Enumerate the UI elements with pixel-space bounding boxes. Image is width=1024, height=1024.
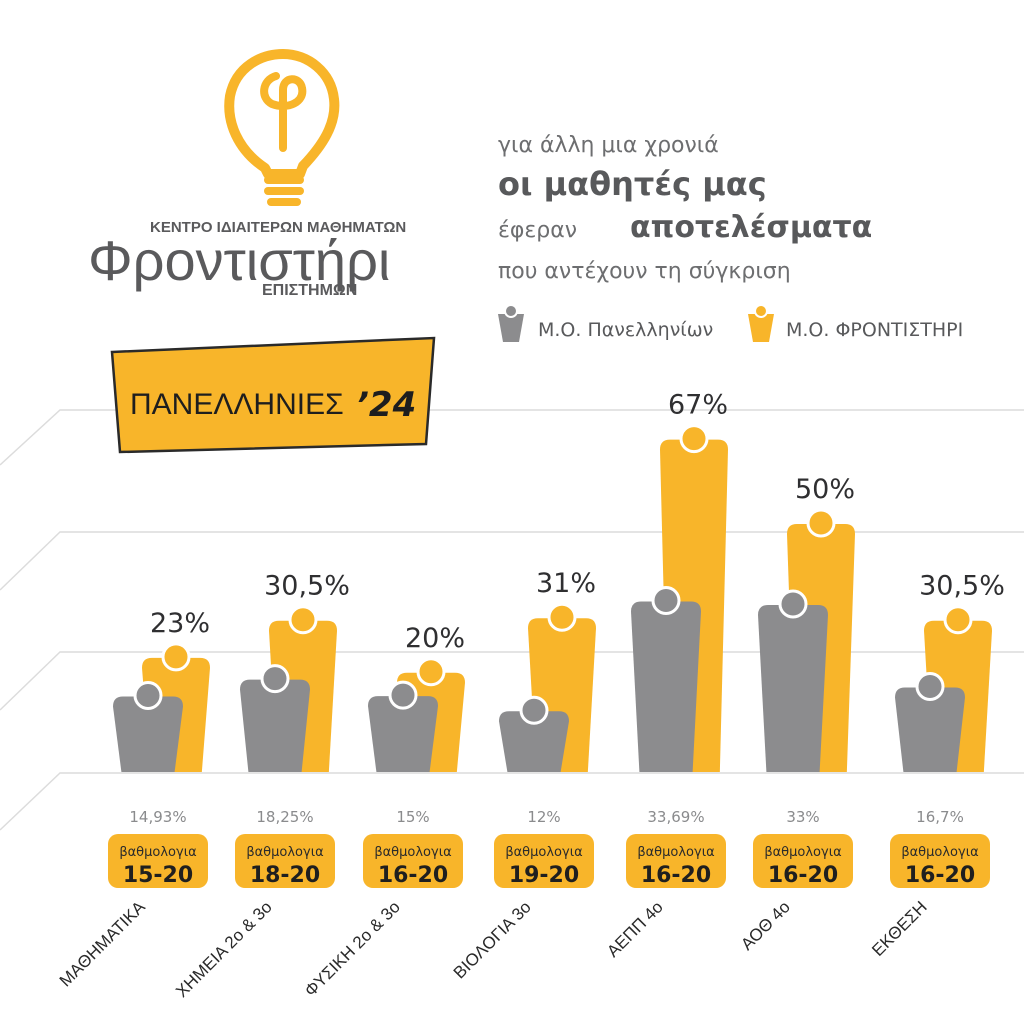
logo-bottom-line: ΕΠΙΣΤΗΜΩΝ [262,282,357,299]
legend-school-label: Μ.Ο. ΦΡΟΝΤΙΣΤΗΡΙ [786,319,963,341]
school-value-label-1: 30,5% [264,571,350,602]
national-bar-0-body [113,696,183,772]
national-bar-5-head [778,589,808,619]
tagline-line-3a: έφεραν [498,218,577,243]
national-bar-3 [499,695,569,772]
tagline-line-2: οι μαθητές μας [498,165,767,203]
tagline: για άλλη μια χρονιά οι μαθητές μας έφερα… [498,133,872,284]
grade-range-6: 16-20 [905,863,975,888]
subject-label-2: ΦΥΣΙΚΗ 2ο & 3ο [301,897,404,1000]
grade-label-6: βαθμολογια [901,845,978,860]
national-bar-4-body [631,601,701,772]
national-value-label-4: 33,69% [647,808,704,826]
grade-range-4: 16-20 [641,863,711,888]
grade-range-3: 19-20 [509,863,579,888]
tagline-line-3b: αποτελέσματα [630,210,872,245]
subject-label-6: ΕΚΘΕΣΗ [868,897,931,960]
school-value-label-4: 67% [668,390,728,421]
school-bar-4-head [679,424,709,454]
national-value-label-1: 18,25% [256,808,313,826]
legend: Μ.Ο. Πανελληνίων Μ.Ο. ΦΡΟΝΤΙΣΤΗΡΙ [498,304,963,342]
grade-label-3: βαθμολογια [505,845,582,860]
school-value-label-5: 50% [795,474,855,505]
grade-pill-6 [890,834,990,888]
subject-label-4: ΑΕΠΠ 4ο [603,897,667,961]
logo: ΚΕΝΤΡΟ ΙΔΙΑΙΤΕΡΩΝ ΜΑΘΗΜΑΤΩΝ Φροντιστήρι … [88,49,406,299]
national-bar-6-head [915,672,945,702]
national-bar-0-head [133,680,163,710]
grade-label-1: βαθμολογια [246,845,323,860]
school-value-label-2: 20% [405,623,465,654]
grade-pill-1 [235,834,335,888]
tagline-line-4: που αντέχουν τη σύγκριση [498,259,791,284]
subject-label-3: ΒΙΟΛΟΓΙΑ 3ο [450,897,535,982]
grade-pill-2 [363,834,463,888]
legend-person-icon-grey [498,304,524,342]
grade-label-5: βαθμολογια [764,845,841,860]
badge-year: ’24 [356,385,416,425]
subject-label-5: ΑΟΘ 4ο [737,897,794,954]
tagline-line-1: για άλλη μια χρονιά [498,133,719,158]
national-bar-4-head [651,586,681,616]
grade-label-4: βαθμολογια [637,845,714,860]
logo-name: Φροντιστήρι [88,229,390,292]
logo-top-line: ΚΕΝΤΡΟ ΙΔΙΑΙΤΕΡΩΝ ΜΑΘΗΜΑΤΩΝ [150,219,406,236]
national-bar-5 [758,589,828,772]
national-bar-6-body [895,687,965,772]
national-bar-6 [895,672,965,772]
grade-pill-3 [494,834,594,888]
subject-label-0: ΜΑΘΗΜΑΤΙΚΑ [56,897,150,991]
grade-range-5: 16-20 [768,863,838,888]
bar-chart: 23% 14,93% βαθμολογια 15-20 ΜΑΘΗΜΑΤΙΚΑ 30,5% 1… [56,390,1005,1001]
grade-label-0: βαθμολογια [119,845,196,860]
national-bar-1-head [260,664,290,694]
school-bar-2-head [416,657,446,687]
grade-pill-0 [108,834,208,888]
school-value-label-0: 23% [150,608,210,639]
grade-pill-4 [626,834,726,888]
national-bar-2-head [388,680,418,710]
grade-label-2: βαθμολογια [374,845,451,860]
national-bar-2 [368,680,438,772]
lightbulb-icon [224,49,340,206]
grid-line [0,531,1024,591]
legend-person-icon-yellow [748,304,774,342]
grade-range-0: 15-20 [123,863,193,888]
school-bar-0-head [161,642,191,672]
national-bar-3-body [499,711,569,772]
national-bar-1-body [240,679,310,772]
school-bar-6-head [943,605,973,635]
grade-pill-5 [753,834,853,888]
national-value-label-3: 12% [527,808,560,826]
school-bar-3-head [547,602,577,632]
national-value-label-2: 15% [396,808,429,826]
national-bar-0 [113,680,183,772]
national-bar-5-body [758,605,828,772]
grade-range-2: 16-20 [378,863,448,888]
exam-badge: ΠΑΝΕΛΛΗΝΙΕΣ ’24 [110,336,436,454]
national-value-label-5: 33% [786,808,819,826]
badge-text: ΠΑΝΕΛΛΗΝΙΕΣ [130,388,344,421]
national-value-label-0: 14,93% [129,808,186,826]
grade-range-1: 18-20 [250,863,320,888]
school-bar-5-head [806,508,836,538]
national-bar-2-body [368,696,438,772]
legend-national-label: Μ.Ο. Πανελληνίων [538,319,713,341]
grid-line [0,772,1024,831]
school-value-label-6: 30,5% [919,571,1005,602]
national-value-label-6: 16,7% [916,808,964,826]
subject-label-1: ΧΗΜΕΙΑ 2ο & 3ο [172,897,276,1001]
grid-line [0,409,1024,466]
national-bar-4 [631,586,701,772]
school-bar-1-head [288,605,318,635]
national-bar-3-head [519,695,549,725]
school-value-label-3: 31% [536,568,596,599]
national-bar-1 [240,664,310,772]
